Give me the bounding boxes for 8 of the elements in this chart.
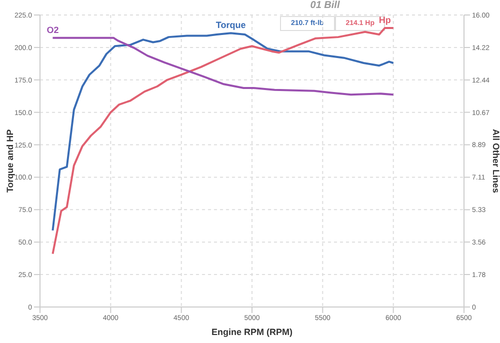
series-label: Torque (216, 20, 246, 30)
y2-axis-title: All Other Lines (490, 128, 500, 194)
series-label: Hp (378, 14, 392, 25)
line-series (52, 36, 394, 96)
chart-title: 01 Bill (309, 0, 341, 11)
y-axis-title: Torque and HP (5, 129, 16, 193)
series-label: O2 (46, 24, 59, 35)
x-axis-title: Engine RPM (RPM) (212, 327, 292, 337)
